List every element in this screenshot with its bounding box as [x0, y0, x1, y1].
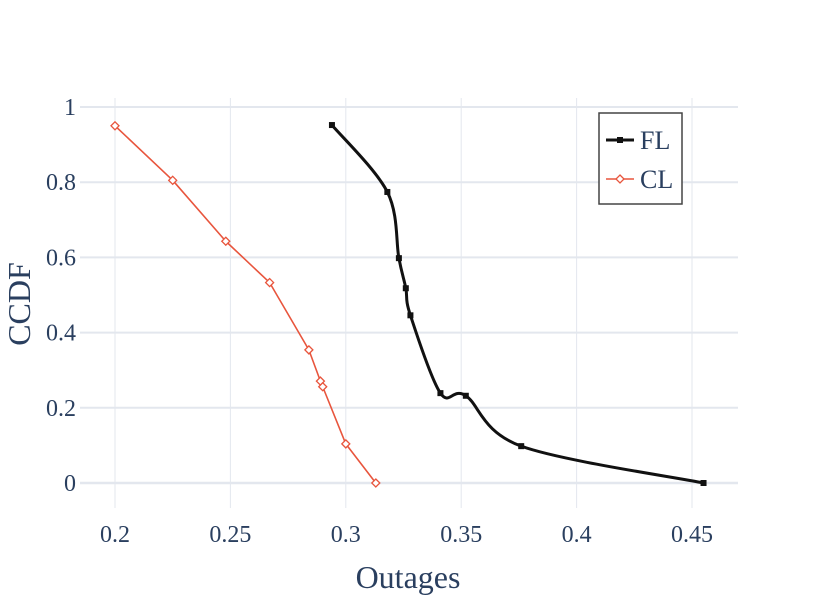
series-cl-point — [317, 381, 328, 392]
series-cl-point — [303, 344, 314, 355]
y-tick-label: 0.2 — [46, 396, 76, 422]
series-fl-point — [700, 480, 707, 486]
series-layer — [110, 120, 707, 488]
series-fl-point — [518, 443, 525, 450]
series-cl-line — [114, 125, 377, 484]
grid — [80, 98, 738, 508]
series-fl-point — [407, 312, 414, 319]
x-tick-label: 0.35 — [440, 522, 482, 548]
series-cl-point — [340, 438, 351, 449]
series-fl-point — [328, 122, 335, 129]
legend-box — [598, 112, 683, 205]
series-fl — [328, 122, 707, 486]
legend-cl-marker — [615, 174, 625, 184]
series-cl-point — [167, 175, 178, 186]
x-tick-label: 0.3 — [331, 522, 361, 548]
y-axis-title: CCDF — [1, 262, 37, 346]
series-fl-point — [395, 255, 402, 262]
series-fl-point — [384, 188, 391, 195]
x-tick-label: 0.2 — [100, 522, 130, 548]
legend-fl-marker — [617, 137, 623, 143]
y-tick-label: 0.4 — [46, 321, 76, 347]
legend-fl-label: FL — [640, 126, 670, 155]
tick-labels: 0.2 0.25 0.3 0.35 0.4 0.45 0 0.2 0.4 0.6 0.8 1 — [46, 95, 713, 548]
legend: FL CL — [598, 112, 683, 205]
y-tick-label: 1 — [64, 95, 76, 121]
x-axis-title: Outages — [356, 559, 461, 595]
x-tick-label: 0.4 — [562, 522, 592, 548]
series-cl-point — [370, 478, 381, 488]
series-cl-point — [110, 120, 120, 131]
y-tick-label: 0 — [64, 471, 76, 497]
series-cl — [110, 120, 381, 488]
series-fl-point — [402, 285, 409, 292]
series-fl-point — [462, 392, 469, 399]
series-fl-point — [437, 390, 444, 397]
series-cl-point — [220, 236, 231, 247]
y-tick-label: 0.8 — [46, 170, 76, 196]
x-tick-label: 0.25 — [209, 522, 251, 548]
x-tick-label: 0.45 — [671, 522, 713, 548]
series-cl-point — [264, 277, 275, 288]
legend-cl-label: CL — [640, 165, 673, 194]
y-tick-label: 0.6 — [46, 245, 76, 271]
